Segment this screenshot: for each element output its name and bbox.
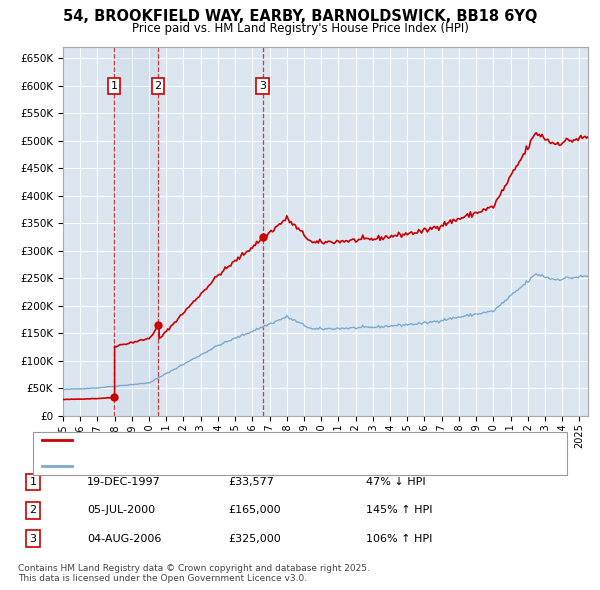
Text: 19-DEC-1997: 19-DEC-1997 xyxy=(87,477,161,487)
Text: Price paid vs. HM Land Registry's House Price Index (HPI): Price paid vs. HM Land Registry's House … xyxy=(131,22,469,35)
Text: HPI: Average price, detached house, Pendle: HPI: Average price, detached house, Pend… xyxy=(78,461,296,471)
Text: 2: 2 xyxy=(29,506,37,515)
Text: £325,000: £325,000 xyxy=(228,534,281,543)
Text: 54, BROOKFIELD WAY, EARBY, BARNOLDSWICK, BB18 6YQ: 54, BROOKFIELD WAY, EARBY, BARNOLDSWICK,… xyxy=(63,9,537,24)
Text: 145% ↑ HPI: 145% ↑ HPI xyxy=(366,506,433,515)
Text: 05-JUL-2000: 05-JUL-2000 xyxy=(87,506,155,515)
Text: £33,577: £33,577 xyxy=(228,477,274,487)
Text: Contains HM Land Registry data © Crown copyright and database right 2025.
This d: Contains HM Land Registry data © Crown c… xyxy=(18,563,370,583)
Text: 1: 1 xyxy=(110,81,118,91)
Text: 54, BROOKFIELD WAY, EARBY, BARNOLDSWICK, BB18 6YQ (detached house): 54, BROOKFIELD WAY, EARBY, BARNOLDSWICK,… xyxy=(78,435,458,445)
Text: 04-AUG-2006: 04-AUG-2006 xyxy=(87,534,161,543)
Text: 2: 2 xyxy=(154,81,161,91)
Text: 47% ↓ HPI: 47% ↓ HPI xyxy=(366,477,425,487)
Text: 1: 1 xyxy=(29,477,37,487)
Text: 3: 3 xyxy=(29,534,37,543)
Text: £165,000: £165,000 xyxy=(228,506,281,515)
Bar xyxy=(114,47,158,416)
Text: 3: 3 xyxy=(259,81,266,91)
Text: 106% ↑ HPI: 106% ↑ HPI xyxy=(366,534,433,543)
